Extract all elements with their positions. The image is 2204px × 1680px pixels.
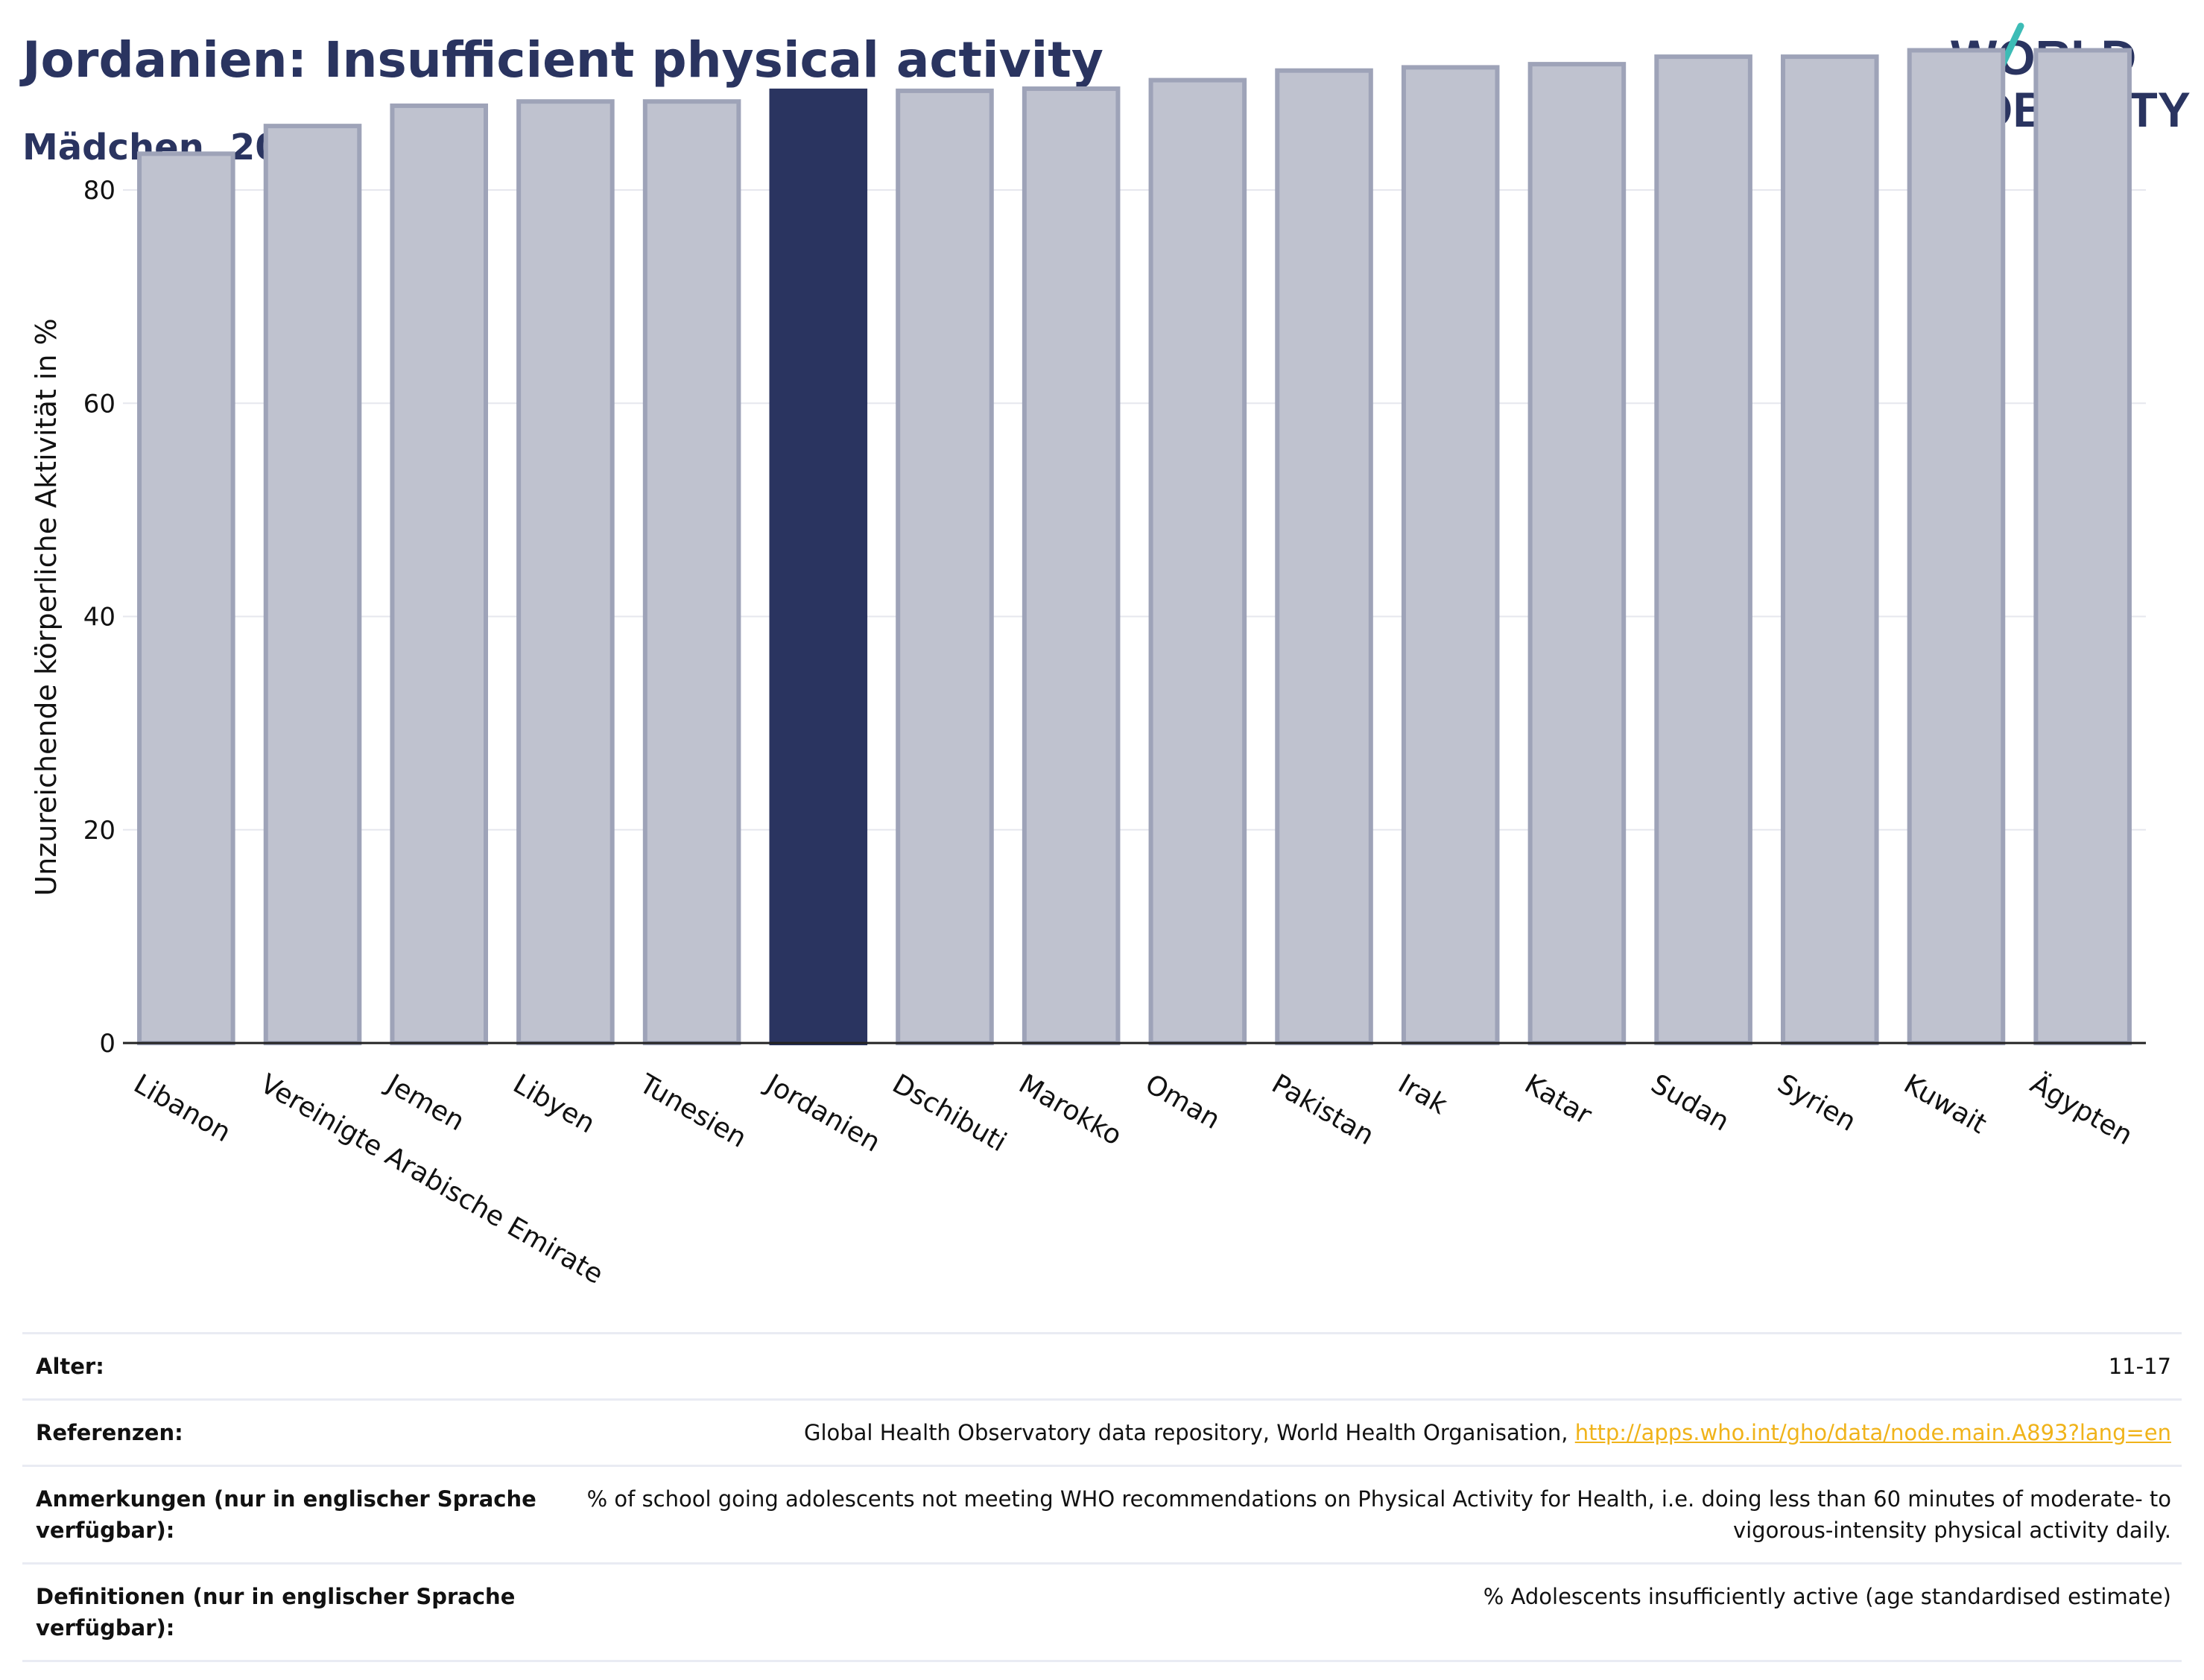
x-tick-label: Tunesien <box>633 1068 751 1154</box>
bar-chart: 0 20 40 60 80 Libanon Vereinigte Arabische Em… <box>30 48 2146 1290</box>
y-tick-label: 60 <box>83 389 115 419</box>
info-row-definitions: Definitionen (nur in englischer Sprache … <box>22 1562 2182 1662</box>
x-tick-label: Libanon <box>129 1068 236 1148</box>
bar <box>1022 86 1121 1045</box>
bar <box>896 88 994 1045</box>
x-tick-label: Irak <box>1393 1068 1452 1120</box>
info-label: Referenzen: <box>22 1398 568 1466</box>
x-tick-label: Libyen <box>508 1068 601 1139</box>
x-tick-label: Pakistan <box>1267 1068 1379 1151</box>
info-row-age: Alter: 11-17 <box>22 1332 2182 1400</box>
bar-highlighted <box>769 88 868 1045</box>
info-label: Anmerkungen (nur in englischer Sprache v… <box>22 1465 568 1564</box>
bars <box>137 48 2132 1046</box>
x-tick-label: Oman <box>1140 1068 1225 1135</box>
x-tick-label: Katar <box>1519 1068 1597 1131</box>
x-tick-label: Sudan <box>1646 1068 1735 1137</box>
y-tick-labels: 0 20 40 60 80 <box>83 176 115 1059</box>
x-tick-label: Kuwait <box>1899 1068 1992 1140</box>
bar <box>1654 54 1752 1045</box>
info-label: Alter: <box>22 1332 568 1400</box>
bar <box>2033 48 2132 1046</box>
bar <box>137 151 235 1045</box>
bar <box>1401 65 1500 1045</box>
x-tick-label: Ägypten <box>2025 1068 2138 1152</box>
info-row-references: Referenzen: Global Health Observatory da… <box>22 1398 2182 1466</box>
bar <box>1780 54 1879 1045</box>
chart-title: Jordanien: Insufficient physical activit… <box>22 31 1103 89</box>
info-label: Definitionen (nur in englischer Sprache … <box>22 1562 568 1662</box>
reference-text: Global Health Observatory data repositor… <box>803 1420 1575 1445</box>
y-tick-label: 80 <box>83 176 115 206</box>
y-axis-label: Unzureichende körperliche Aktivität in % <box>30 318 63 896</box>
x-tick-label: Jemen <box>380 1068 469 1137</box>
bar <box>642 99 741 1045</box>
info-value: % of school going adolescents not meetin… <box>568 1465 2182 1564</box>
bar <box>1275 68 1373 1046</box>
bar <box>390 103 489 1045</box>
info-table: Alter: 11-17 Referenzen: Global Health O… <box>22 1332 2182 1662</box>
info-value: Global Health Observatory data repositor… <box>568 1398 2182 1466</box>
bar <box>1527 62 1627 1045</box>
x-tick-label: Dschibuti <box>887 1068 1012 1158</box>
x-tick-label: Syrien <box>1772 1068 1861 1137</box>
x-tick-labels: Libanon Vereinigte Arabische EmirateJemen… <box>129 1068 2138 1290</box>
y-tick-label: 20 <box>83 816 115 846</box>
x-tick-label: Jordanien <box>759 1068 885 1158</box>
x-tick-label: Marokko <box>1013 1068 1127 1151</box>
info-row-notes: Anmerkungen (nur in englischer Sprache v… <box>22 1465 2182 1564</box>
bar <box>1148 77 1247 1045</box>
bar <box>263 124 362 1045</box>
y-tick-label: 0 <box>99 1029 115 1059</box>
info-value: % Adolescents insufficiently active (age… <box>568 1562 2182 1662</box>
y-tick-label: 40 <box>83 603 115 633</box>
info-value: 11-17 <box>568 1332 2182 1400</box>
reference-link[interactable]: http://apps.who.int/gho/data/node.main.A… <box>1574 1420 2171 1445</box>
bar <box>1907 48 2006 1046</box>
bar <box>516 99 615 1045</box>
